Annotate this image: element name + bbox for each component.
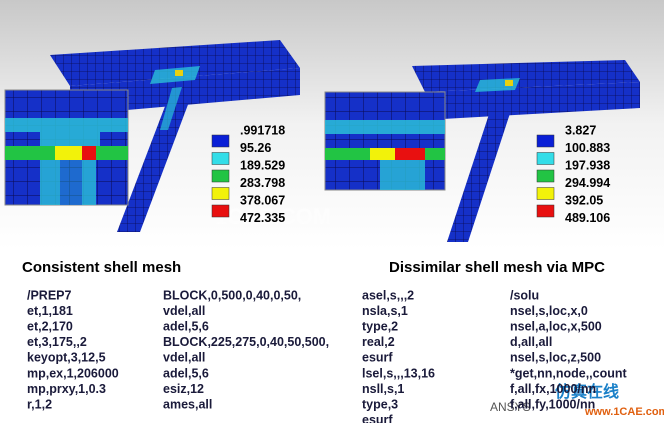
code-line: vdel,all: [163, 304, 205, 318]
legend-swatch: [536, 204, 555, 218]
code-line: mp,prxy,1,0.3: [27, 382, 106, 396]
code-line: type,3: [362, 397, 398, 411]
code-line: esiz,12: [163, 382, 204, 396]
legend-swatch: [536, 152, 555, 165]
legend-swatch: [211, 204, 230, 218]
legend-label: .991718: [240, 123, 285, 137]
legend-swatch: [536, 134, 555, 148]
code-line: nsel,a,loc,x,500: [510, 319, 602, 333]
legend-label: 197.938: [565, 158, 610, 172]
code-line: f,all,fy,1000/nn: [510, 397, 595, 411]
code-line: keyopt,3,12,5: [27, 351, 106, 365]
legend-label: 189.529: [240, 158, 285, 172]
code-line: adel,5,6: [163, 319, 209, 333]
legend-label: 100.883: [565, 141, 610, 155]
legend-swatch: [211, 169, 230, 183]
code-line: nsel,s,loc,x,0: [510, 304, 588, 318]
legend-label: 378.067: [240, 193, 285, 207]
code-line: d,all,all: [510, 335, 552, 349]
code-line: nsel,s,loc,z,500: [510, 351, 601, 365]
code-line: et,3,175,,2: [27, 335, 87, 349]
code-line: mp,ex,1,206000: [27, 366, 119, 380]
code-line: BLOCK,0,500,0,40,0,50,: [163, 288, 301, 302]
code-line: real,2: [362, 335, 395, 349]
legend-label: 294.994: [565, 176, 610, 190]
legend-swatch: [211, 152, 230, 165]
legend-label: 489.106: [565, 211, 610, 225]
mesh-model-right: [324, 60, 640, 242]
legend-label: 472.335: [240, 211, 285, 225]
legend-swatch: [536, 169, 555, 183]
legend-label: 392.05: [565, 193, 603, 207]
code-line: /PREP7: [27, 288, 72, 302]
code-line: ames,all: [163, 397, 212, 411]
code-line: r,1,2: [27, 397, 52, 411]
section-heading: Consistent shell mesh: [22, 259, 181, 276]
code-line: BLOCK,225,275,0,40,50,500,: [163, 335, 329, 349]
footer-site-url: www.1CAE.com: [584, 406, 664, 418]
code-line: f,all,fx,1000/nn: [510, 382, 596, 396]
code-line: nsll,s,1: [362, 382, 404, 396]
section-heading: Dissimilar shell mesh via MPC: [389, 259, 605, 276]
text-background: [0, 250, 664, 423]
code-line: *get,nn,node,,count: [510, 366, 627, 380]
footer-site-name: 仿真在线: [555, 382, 619, 401]
code-line: lsel,s,,,13,16: [362, 366, 435, 380]
legend-swatch: [536, 187, 555, 200]
code-line: asel,s,,,2: [362, 288, 414, 302]
watermark: 1CAE.COM: [215, 204, 331, 229]
code-line: esurf: [362, 413, 393, 423]
code-line: esurf: [362, 351, 393, 365]
code-line: nsla,s,1: [362, 304, 408, 318]
code-line: /solu: [510, 288, 539, 302]
legend-swatch: [211, 134, 230, 148]
footer-brand: ANSYS: [490, 400, 531, 414]
code-line: et,1,181: [27, 304, 73, 318]
legend-swatch: [211, 187, 230, 200]
code-line: vdel,all: [163, 351, 205, 365]
legend-label: 95.26: [240, 141, 271, 155]
legend-label: 3.827: [565, 123, 596, 137]
code-line: type,2: [362, 319, 398, 333]
code-line: et,2,170: [27, 319, 73, 333]
mesh-model-left: [4, 40, 300, 232]
code-line: adel,5,6: [163, 366, 209, 380]
legend-label: 283.798: [240, 176, 285, 190]
